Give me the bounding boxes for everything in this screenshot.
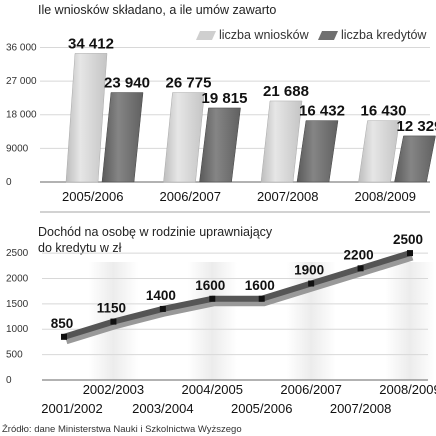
line-x-label: 2008/2009 xyxy=(379,382,436,397)
line-point-label: 2500 xyxy=(393,232,423,247)
bar-value-label: 34 412 xyxy=(68,35,114,52)
line-point xyxy=(209,295,216,302)
line-y-tick: 2500 xyxy=(6,248,29,259)
legend-swatch-1 xyxy=(196,31,216,40)
bar-chart-title: Ile wniosków składano, a ile umów zawart… xyxy=(38,3,276,17)
bar-2006/2007-kredyty xyxy=(199,107,241,183)
bar-y-tick: 0 xyxy=(6,177,12,188)
line-point xyxy=(308,280,315,287)
source-note: Źródło: dane Ministerstwa Nauki i Szkoln… xyxy=(2,424,242,435)
line-point-label: 1600 xyxy=(195,278,225,293)
bar-value-label: 21 688 xyxy=(263,83,309,100)
legend-label-2: liczba kredytów xyxy=(341,28,427,42)
line-y-tick: 1000 xyxy=(6,324,29,335)
line-chart-grid: 0 500 1000 1500 2000 2500 xyxy=(6,248,428,386)
bar-2007/2008-kredyty xyxy=(296,120,339,183)
bar-value-label: 19 815 xyxy=(202,90,248,107)
line-point xyxy=(407,250,413,257)
bar-value-label: 12 329 xyxy=(397,118,436,135)
line-y-tick: 2000 xyxy=(6,273,29,284)
line-y-tick: 1500 xyxy=(6,299,29,310)
line-x-label: 2002/2003 xyxy=(83,382,144,397)
bar-chart-legend: liczba wniosków liczba kredytów xyxy=(196,28,427,42)
bar-value-label: 23 940 xyxy=(104,75,150,92)
line-x-label: 2005/2006 xyxy=(231,401,292,416)
bar-value-label: 26 775 xyxy=(166,75,212,92)
line-chart-title-line2: do kredytu w zł xyxy=(38,241,122,255)
bar-category-label: 2006/2007 xyxy=(160,189,221,204)
bar-2007/2008-wnioski xyxy=(260,100,303,183)
bar-y-tick: 27 000 xyxy=(6,76,37,87)
line-point xyxy=(159,305,166,312)
bar-value-label: 16 432 xyxy=(299,103,345,120)
bar-2005/2006-kredyty xyxy=(101,92,144,183)
bar-2008/2009-kredyty xyxy=(394,135,436,183)
line-point-label: 1400 xyxy=(146,288,176,303)
line-point-label: 2200 xyxy=(344,247,374,262)
line-chart-title-line1: Dochód na osobę w rodzinie uprawniający xyxy=(38,225,273,239)
line-chart-background xyxy=(88,262,435,380)
line-x-label: 2007/2008 xyxy=(330,401,391,416)
line-point-label: 850 xyxy=(51,316,74,331)
line-x-label: 2004/2005 xyxy=(182,382,243,397)
bar-2008/2009-wnioski xyxy=(358,120,400,183)
bar-2005/2006-wnioski xyxy=(65,53,108,183)
line-series xyxy=(63,250,411,340)
bar-y-tick: 18 000 xyxy=(6,110,37,121)
bar-y-tick: 9000 xyxy=(6,143,29,154)
line-point-label: 1900 xyxy=(294,263,324,278)
legend-label-1: liczba wniosków xyxy=(219,28,310,42)
line-y-tick: 500 xyxy=(6,350,23,361)
line-point xyxy=(357,265,364,272)
line-column-band xyxy=(385,262,435,380)
line-column-band xyxy=(187,262,237,380)
bar-value-label: 16 430 xyxy=(361,103,407,120)
line-point xyxy=(61,333,67,340)
line-point xyxy=(258,295,265,302)
line-point-label: 1600 xyxy=(245,278,275,293)
line-point-label: 1150 xyxy=(97,301,126,316)
legend-swatch-2 xyxy=(318,31,338,40)
line-chart-marks: 850 1150 1400 1600 1600 1900 2200 2500 2001/2002… xyxy=(41,232,436,416)
bar-category-label: 2005/2006 xyxy=(62,189,123,204)
bar-y-tick: 36 000 xyxy=(6,42,37,53)
bar-2006/2007-wnioski xyxy=(163,92,205,183)
line-point xyxy=(110,318,117,325)
bar-category-label: 2007/2008 xyxy=(257,189,318,204)
line-y-tick: 0 xyxy=(6,375,12,386)
line-x-label: 2006/2007 xyxy=(280,382,341,397)
line-x-label: 2003/2004 xyxy=(132,401,193,416)
bar-category-label: 2008/2009 xyxy=(355,189,416,204)
line-x-label: 2001/2002 xyxy=(41,401,102,416)
